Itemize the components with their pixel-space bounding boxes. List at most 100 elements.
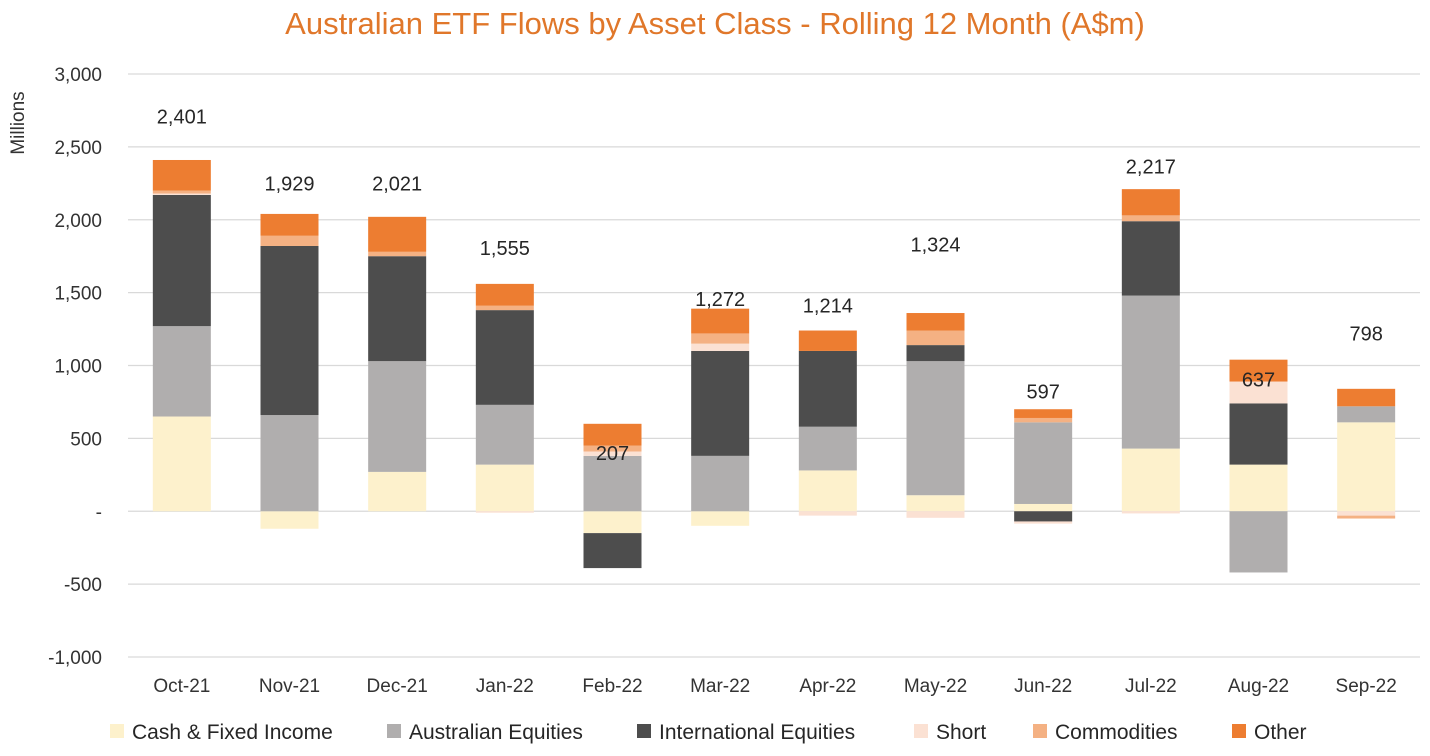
bar-segment <box>906 313 965 331</box>
bar-segment <box>1337 515 1396 519</box>
bar-segment <box>152 190 211 194</box>
bar-segment <box>583 511 642 534</box>
x-tick-label: Jan-22 <box>476 676 534 697</box>
bar-segment <box>1229 359 1288 382</box>
y-tick-label: 2,000 <box>54 211 102 232</box>
bar-segment <box>1121 189 1180 216</box>
legend-swatch <box>1232 724 1246 738</box>
legend-label: Short <box>936 721 986 744</box>
bar-segment <box>475 464 534 512</box>
legend: Cash & Fixed Income Australian Equities In… <box>110 721 1307 744</box>
bar-segment <box>691 333 750 344</box>
y-tick-label: 500 <box>70 429 102 450</box>
y-tick-label: 2,500 <box>54 138 102 159</box>
bar-segment <box>691 343 750 351</box>
bar-segment <box>260 213 319 236</box>
legend-swatch <box>1033 724 1047 738</box>
legend-swatch <box>914 724 928 738</box>
total-label: 597 <box>1026 382 1059 404</box>
y-axis-label: Millions <box>8 91 29 154</box>
total-label: 2,021 <box>372 173 422 195</box>
bar-segment <box>152 326 211 417</box>
bar-segment <box>691 455 750 512</box>
total-label: 637 <box>1242 369 1275 391</box>
x-tick-label: Feb-22 <box>582 676 642 697</box>
y-tick-label: -1,000 <box>48 648 102 669</box>
x-tick-label: May-22 <box>904 676 967 697</box>
bar-segment <box>368 471 427 512</box>
total-label: 1,214 <box>803 296 853 318</box>
total-label: 1,555 <box>480 238 530 260</box>
bar-segment <box>1014 422 1073 504</box>
bar-segment <box>583 533 642 569</box>
y-tick-label: 3,000 <box>54 65 102 86</box>
bar-segment <box>798 511 857 516</box>
bar-segment <box>906 361 965 496</box>
bar-segment <box>798 330 857 351</box>
bar-segment <box>583 423 642 446</box>
bar-segment <box>152 416 211 512</box>
bar-segment <box>152 194 211 327</box>
legend-swatch <box>387 724 401 738</box>
x-tick-label: Oct-21 <box>153 676 210 697</box>
bar-segment <box>1014 511 1073 522</box>
bar-segment <box>1229 381 1288 404</box>
y-tick-label: -500 <box>64 575 102 596</box>
bar-segment <box>1014 521 1073 524</box>
bar-segment <box>906 345 965 362</box>
bar-segment <box>1014 417 1073 423</box>
x-tick-label: Aug-22 <box>1228 676 1289 697</box>
bar-segment <box>368 251 427 257</box>
bar-segment <box>368 256 427 362</box>
bar-segment <box>1229 403 1288 465</box>
bar-segment <box>906 495 965 512</box>
x-tick-label: Sep-22 <box>1336 676 1397 697</box>
bar-segment <box>1121 448 1180 512</box>
total-label: 2,401 <box>157 106 207 128</box>
x-tick-label: Jun-22 <box>1014 676 1072 697</box>
bar-segment <box>1337 406 1396 423</box>
x-tick-label: Nov-21 <box>259 676 320 697</box>
total-label: 2,217 <box>1126 157 1176 179</box>
bar-segment <box>583 455 642 512</box>
y-tick-label: 1,000 <box>54 357 102 378</box>
bar-segment <box>583 445 642 452</box>
bar-segment <box>798 350 857 427</box>
y-tick-label: - <box>96 502 102 523</box>
total-label: 207 <box>596 443 629 465</box>
bar-segment <box>475 404 534 465</box>
bar-segment <box>1014 409 1073 418</box>
bar-segment <box>260 511 319 529</box>
total-label: 1,929 <box>264 173 314 195</box>
bar-segment <box>906 330 965 346</box>
bar-segment <box>798 426 857 471</box>
legend-swatch <box>637 724 651 738</box>
legend-label: Commodities <box>1055 721 1178 744</box>
chart-title: Australian ETF Flows by Asset Class - Ro… <box>285 6 1145 41</box>
bar-segment <box>260 245 319 416</box>
bar-segment <box>1337 511 1396 516</box>
bar-segment <box>1337 422 1396 512</box>
total-label: 1,272 <box>695 289 745 311</box>
bar-segment <box>691 308 750 334</box>
bar-segment <box>475 511 534 513</box>
bar-segment <box>152 159 211 191</box>
bar-segment <box>260 415 319 512</box>
legend-label: Other <box>1254 721 1307 744</box>
bar-stacks <box>152 159 1396 573</box>
total-labels: 2,401 1,929 2,021 1,555 207 1,272 1,214 1,324 59… <box>157 106 1383 465</box>
bar-segment <box>1121 511 1180 514</box>
bar-segment <box>368 361 427 472</box>
y-axis-ticks: 3,000 2,500 2,000 1,500 1,000 500 - -500 -1,000 <box>48 65 102 669</box>
bar-segment <box>1121 221 1180 296</box>
bar-segment <box>475 305 534 311</box>
bar-segment <box>475 310 534 405</box>
bar-segment <box>1229 511 1288 573</box>
bar-segment <box>1229 464 1288 512</box>
bar-segment <box>906 511 965 518</box>
x-tick-label: Mar-22 <box>690 676 750 697</box>
legend-label: Australian Equities <box>409 721 583 744</box>
x-axis-ticks: Oct-21 Nov-21 Dec-21 Jan-22 Feb-22 Mar-22 Apr-… <box>153 676 1396 697</box>
bar-segment <box>1121 295 1180 449</box>
